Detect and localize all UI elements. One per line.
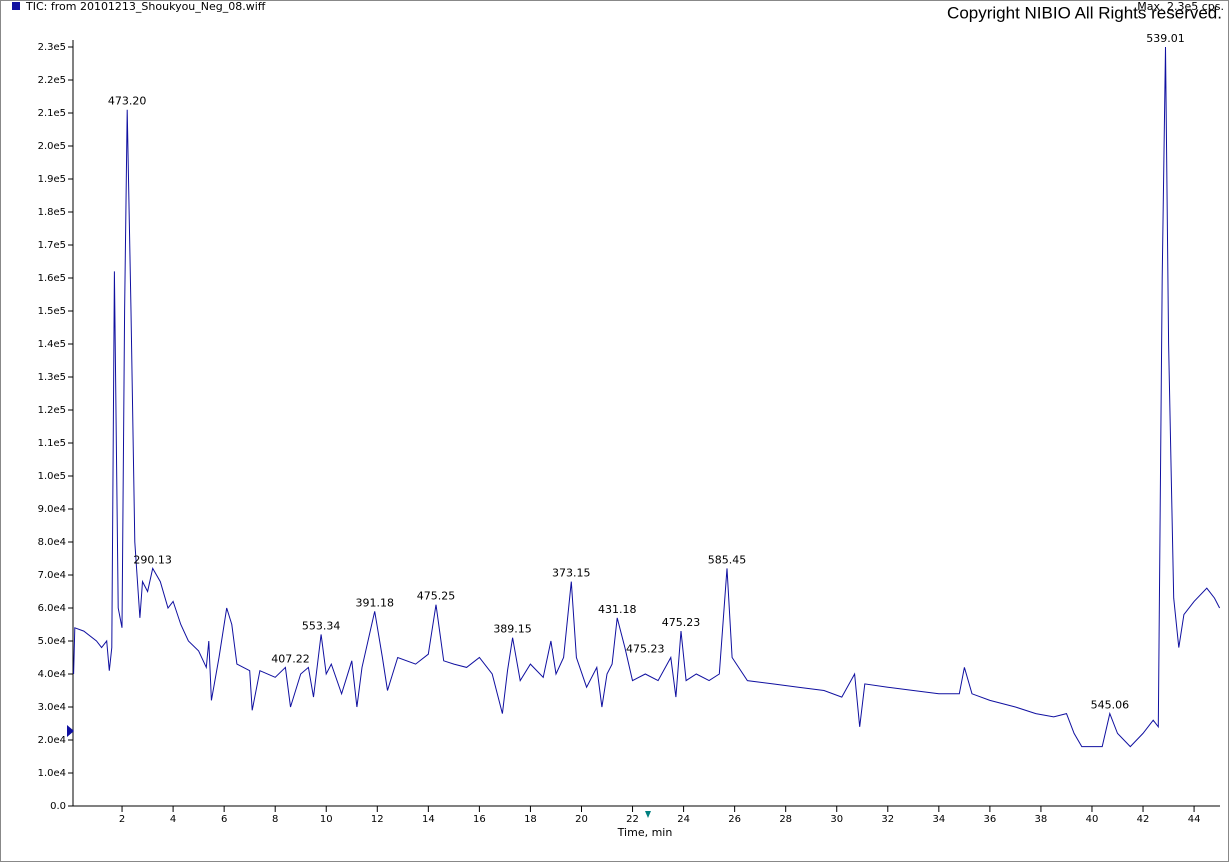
peak-label: 389.15 [493, 623, 532, 636]
x-tick-label: 30 [830, 814, 843, 825]
peak-label: 539.01 [1146, 32, 1185, 45]
y-tick-label: 1.9e5 [38, 174, 66, 185]
chart-title: TIC: from 20101213_Shoukyou_Neg_08.wiff [25, 0, 266, 13]
y-tick-label: 9.0e4 [38, 504, 66, 515]
y-tick-label: 3.0e4 [38, 702, 66, 713]
y-tick-label: 1.0e5 [38, 471, 66, 482]
x-tick-label: 20 [575, 814, 588, 825]
y-tick-label: 1.1e5 [38, 438, 66, 449]
y-tick-label: 8.0e4 [38, 537, 66, 548]
trace [73, 46, 1221, 748]
y-tick-label: 2.0e5 [38, 141, 66, 152]
x-tick-label: 2 [119, 814, 125, 825]
x-tick-label: 24 [677, 814, 690, 825]
y-tick-label: 2.2e5 [38, 75, 66, 86]
y-tick-label: 1.6e5 [38, 273, 66, 284]
peak-label: 391.18 [355, 596, 394, 609]
peak-label: 475.23 [662, 616, 701, 629]
peak-label: 431.18 [598, 603, 637, 616]
copyright: Copyright NIBIO All Rights reserved. [947, 3, 1222, 22]
y-tick-label: 1.5e5 [38, 306, 66, 317]
time-marker [645, 811, 651, 818]
peak-label: 545.06 [1091, 699, 1130, 712]
peak-label: 290.13 [133, 553, 172, 566]
peak-label: 373.15 [552, 567, 591, 580]
peak-label: 475.23 [626, 643, 665, 656]
peak-label: 407.22 [271, 652, 310, 665]
y-tick-label: 2.1e5 [38, 108, 66, 119]
x-tick-label: 32 [881, 814, 894, 825]
x-tick-label: 8 [272, 814, 278, 825]
x-tick-label: 10 [320, 814, 333, 825]
y-tick-label: 2.3e5 [38, 42, 66, 53]
x-tick-label: 36 [984, 814, 997, 825]
x-tick-label: 28 [779, 814, 792, 825]
y-tick-label: 1.2e5 [38, 405, 66, 416]
peak-label: 475.25 [417, 590, 456, 603]
peak-label: 553.34 [302, 619, 341, 632]
legend-swatch [12, 2, 20, 10]
x-tick-label: 6 [221, 814, 227, 825]
peak-label: 473.20 [108, 95, 147, 108]
x-tick-label: 44 [1188, 814, 1201, 825]
y-tick-label: 7.0e4 [38, 570, 66, 581]
y-tick-label: 1.8e5 [38, 207, 66, 218]
y-tick-label: 6.0e4 [38, 603, 66, 614]
x-axis-label: Time, min [617, 826, 673, 839]
y-tick-label: 0.0 [50, 801, 66, 812]
x-tick-label: 40 [1086, 814, 1099, 825]
x-tick-label: 14 [422, 814, 435, 825]
x-tick-label: 38 [1035, 814, 1048, 825]
x-tick-label: 42 [1137, 814, 1150, 825]
y-tick-label: 5.0e4 [38, 636, 66, 647]
x-tick-label: 16 [473, 814, 486, 825]
y-tick-label: 1.4e5 [38, 339, 66, 350]
x-tick-label: 18 [524, 814, 537, 825]
y-tick-label: 4.0e4 [38, 669, 66, 680]
x-tick-label: 34 [932, 814, 945, 825]
y-tick-label: 2.0e4 [38, 735, 66, 746]
x-tick-label: 22 [626, 814, 639, 825]
chart-subtitle: Max. 2.3e5 cps. [1137, 0, 1224, 13]
x-tick-label: 4 [170, 814, 176, 825]
y-tick-label: 1.3e5 [38, 372, 66, 383]
x-tick-label: 12 [371, 814, 384, 825]
y-tick-label: 1.7e5 [38, 240, 66, 251]
threshold-marker [67, 725, 74, 737]
x-tick-label: 26 [728, 814, 741, 825]
y-tick-label: 1.0e4 [38, 768, 66, 779]
peak-label: 585.45 [708, 553, 747, 566]
